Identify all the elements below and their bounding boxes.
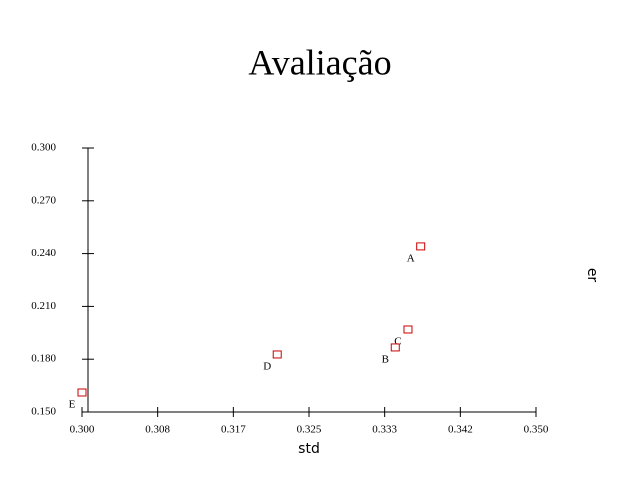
point xyxy=(416,242,426,251)
x-tick-label: 0.350 xyxy=(524,424,549,436)
x-tick-label: 0.317 xyxy=(221,424,246,436)
y-tick-label: 0.240 xyxy=(31,247,56,259)
point-label: D xyxy=(263,361,271,373)
y-tick-label: 0.150 xyxy=(31,406,56,418)
x-tick-label: 0.300 xyxy=(70,424,95,436)
y-tick-label: 0.180 xyxy=(31,353,56,365)
point xyxy=(390,343,400,352)
y-axis-label: er xyxy=(584,268,600,283)
point xyxy=(272,350,282,359)
x-tick-label: 0.308 xyxy=(145,424,170,436)
point-label: E xyxy=(69,399,76,411)
chart-title: Avaliação xyxy=(248,42,391,82)
point-label: A xyxy=(407,252,415,264)
x-axis-label: std xyxy=(298,441,320,457)
point-label: B xyxy=(382,353,389,365)
y-tick-label: 0.270 xyxy=(31,194,56,206)
point-label: C xyxy=(394,336,401,348)
x-tick-label: 0.342 xyxy=(448,424,473,436)
y-tick-label: 0.210 xyxy=(31,300,56,312)
y-tick-label: 0.300 xyxy=(31,142,56,154)
x-tick-label: 0.325 xyxy=(297,424,322,436)
point xyxy=(77,388,87,397)
point xyxy=(403,325,413,334)
x-tick-label: 0.333 xyxy=(372,424,397,436)
